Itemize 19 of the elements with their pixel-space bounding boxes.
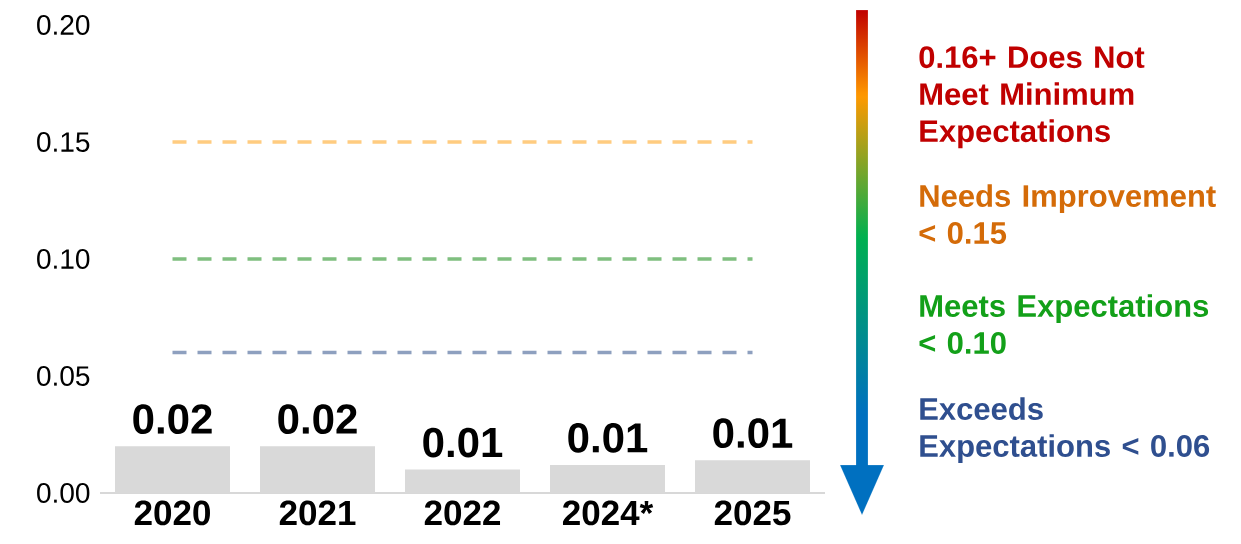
data-label: 0.01	[568, 422, 648, 453]
y-tick-label: 0.15	[37, 132, 90, 152]
x-tick-label: 2020	[134, 500, 210, 526]
data-label: 0.02	[133, 404, 212, 434]
data-label: 0.01	[713, 418, 793, 449]
x-tick-label: 2025	[714, 500, 791, 526]
text: Meets Expectations < 0.10	[919, 294, 1209, 354]
data-label: 0.02	[278, 404, 357, 434]
text: 0.16+ Does Not Meet Minimum Expectations	[919, 46, 1145, 149]
text: Exceeds Expectations < 0.06	[920, 397, 1210, 464]
y-tick-label: 0.10	[37, 249, 90, 269]
y-tick-label: 0.00	[37, 483, 90, 503]
text: Needs Improvement < 0.15	[919, 184, 1216, 244]
y-tick-label: 0.20	[37, 15, 90, 35]
x-tick-label: 2022	[424, 500, 501, 526]
x-tick-label: 2021	[279, 500, 356, 526]
data-label: 0.01	[423, 427, 503, 458]
y-tick-label: 0.05	[37, 366, 90, 386]
x-tick-label: 2024*	[562, 500, 654, 526]
